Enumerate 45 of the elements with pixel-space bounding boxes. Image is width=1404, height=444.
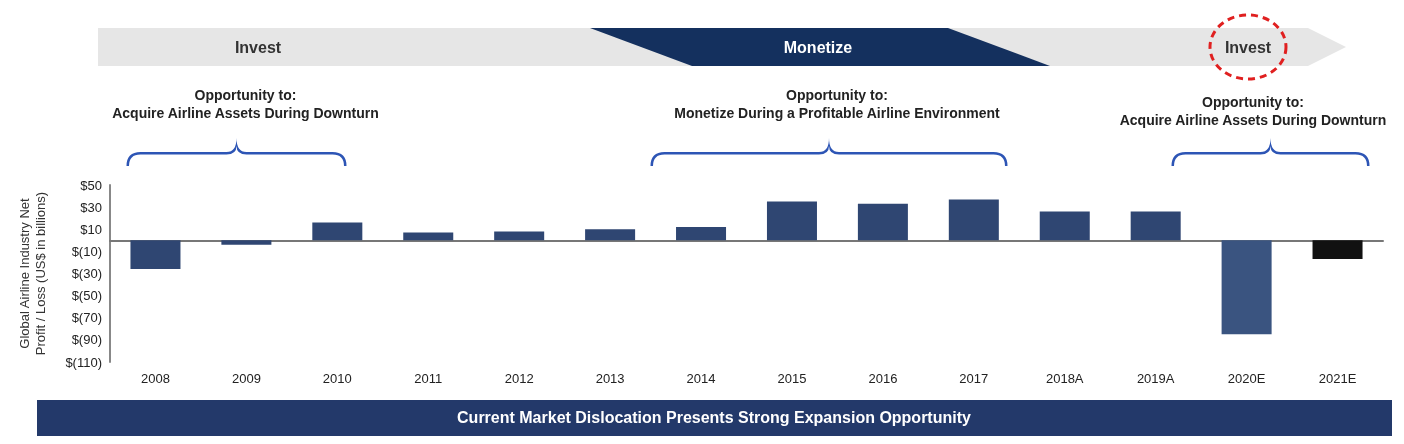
bar — [312, 222, 363, 241]
text: Monetize — [783, 39, 853, 56]
bar — [1130, 211, 1181, 241]
bar — [1312, 240, 1363, 260]
text: Current Market Dislocation Presents Strong Expansion Opportunity — [457, 409, 972, 426]
bar — [403, 232, 454, 241]
x-tick-label: 2019A — [1136, 371, 1175, 386]
bar — [676, 227, 727, 241]
bar — [585, 229, 636, 241]
bar — [766, 201, 817, 241]
bar — [948, 199, 999, 241]
bar — [221, 240, 272, 245]
x-tick-label: 2014 — [686, 371, 716, 386]
text: Invest — [234, 39, 282, 56]
text: Opportunity to: Acquire Airline Assets During Downturn — [112, 87, 379, 121]
x-tick-label: 2011 — [414, 371, 443, 386]
text: Opportunity to: Acquire Airline Assets During Downturn — [1119, 94, 1387, 128]
y-tick-label: $(30) — [71, 266, 102, 281]
y-tick-label: $50 — [80, 177, 102, 193]
y-tick-label: $(90) — [71, 332, 102, 348]
y-tick-label: $(70) — [71, 310, 102, 326]
y-tick-label: $(110) — [65, 354, 102, 370]
x-tick-label: 2013 — [595, 371, 625, 386]
bar — [857, 203, 908, 241]
x-tick-label: 2016 — [868, 371, 898, 386]
x-tick-label: 2010 — [322, 371, 352, 386]
bar — [494, 231, 545, 241]
x-tick-label: 2021E — [1318, 371, 1357, 386]
bar — [130, 240, 181, 270]
text: Opportunity to: Monetize During a Profitable Airline Environment — [674, 87, 1001, 121]
y-tick-label: $(50) — [71, 288, 102, 304]
x-tick-label: 2009 — [231, 371, 261, 386]
x-tick-label: 2012 — [504, 371, 534, 386]
text: Invest — [1224, 39, 1272, 56]
x-tick-label: 2018A — [1045, 371, 1084, 386]
y-tick-label: $10 — [80, 221, 102, 237]
bar — [1039, 211, 1090, 241]
x-tick-label: 2020E — [1227, 371, 1266, 386]
y-tick-label: $30 — [80, 199, 102, 215]
bar — [1221, 240, 1272, 335]
x-tick-label: 2017 — [959, 371, 989, 386]
y-axis-title: Global Airline Industry Net Profit / Loss (US$ in billions) — [16, 191, 48, 356]
x-tick-label: 2008 — [141, 371, 170, 386]
x-tick-label: 2015 — [777, 371, 807, 386]
y-tick-label: $(10) — [71, 243, 102, 259]
